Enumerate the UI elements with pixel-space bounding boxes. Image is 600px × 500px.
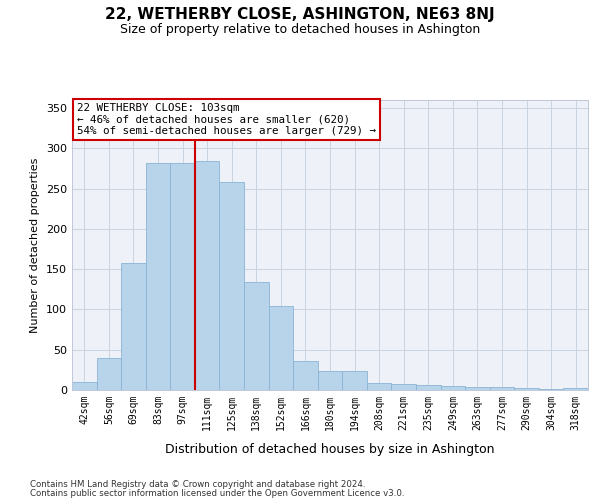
Bar: [244, 282, 269, 390]
Bar: [97, 358, 121, 390]
Bar: [293, 361, 318, 390]
Bar: [514, 388, 539, 390]
Text: Distribution of detached houses by size in Ashington: Distribution of detached houses by size …: [165, 442, 495, 456]
Bar: [490, 387, 514, 390]
Bar: [146, 163, 170, 390]
Bar: [318, 372, 342, 390]
Y-axis label: Number of detached properties: Number of detached properties: [31, 158, 40, 332]
Text: 22, WETHERBY CLOSE, ASHINGTON, NE63 8NJ: 22, WETHERBY CLOSE, ASHINGTON, NE63 8NJ: [105, 8, 495, 22]
Text: Contains HM Land Registry data © Crown copyright and database right 2024.: Contains HM Land Registry data © Crown c…: [30, 480, 365, 489]
Bar: [440, 386, 465, 390]
Bar: [121, 262, 146, 390]
Bar: [72, 382, 97, 390]
Bar: [220, 182, 244, 390]
Bar: [195, 161, 220, 390]
Text: Contains public sector information licensed under the Open Government Licence v3: Contains public sector information licen…: [30, 489, 404, 498]
Bar: [170, 163, 195, 390]
Bar: [465, 387, 490, 390]
Bar: [342, 370, 367, 390]
Bar: [391, 384, 416, 390]
Bar: [563, 388, 588, 390]
Bar: [539, 389, 563, 390]
Text: Size of property relative to detached houses in Ashington: Size of property relative to detached ho…: [120, 22, 480, 36]
Bar: [416, 385, 440, 390]
Bar: [269, 306, 293, 390]
Text: 22 WETHERBY CLOSE: 103sqm
← 46% of detached houses are smaller (620)
54% of semi: 22 WETHERBY CLOSE: 103sqm ← 46% of detac…: [77, 103, 376, 136]
Bar: [367, 383, 391, 390]
